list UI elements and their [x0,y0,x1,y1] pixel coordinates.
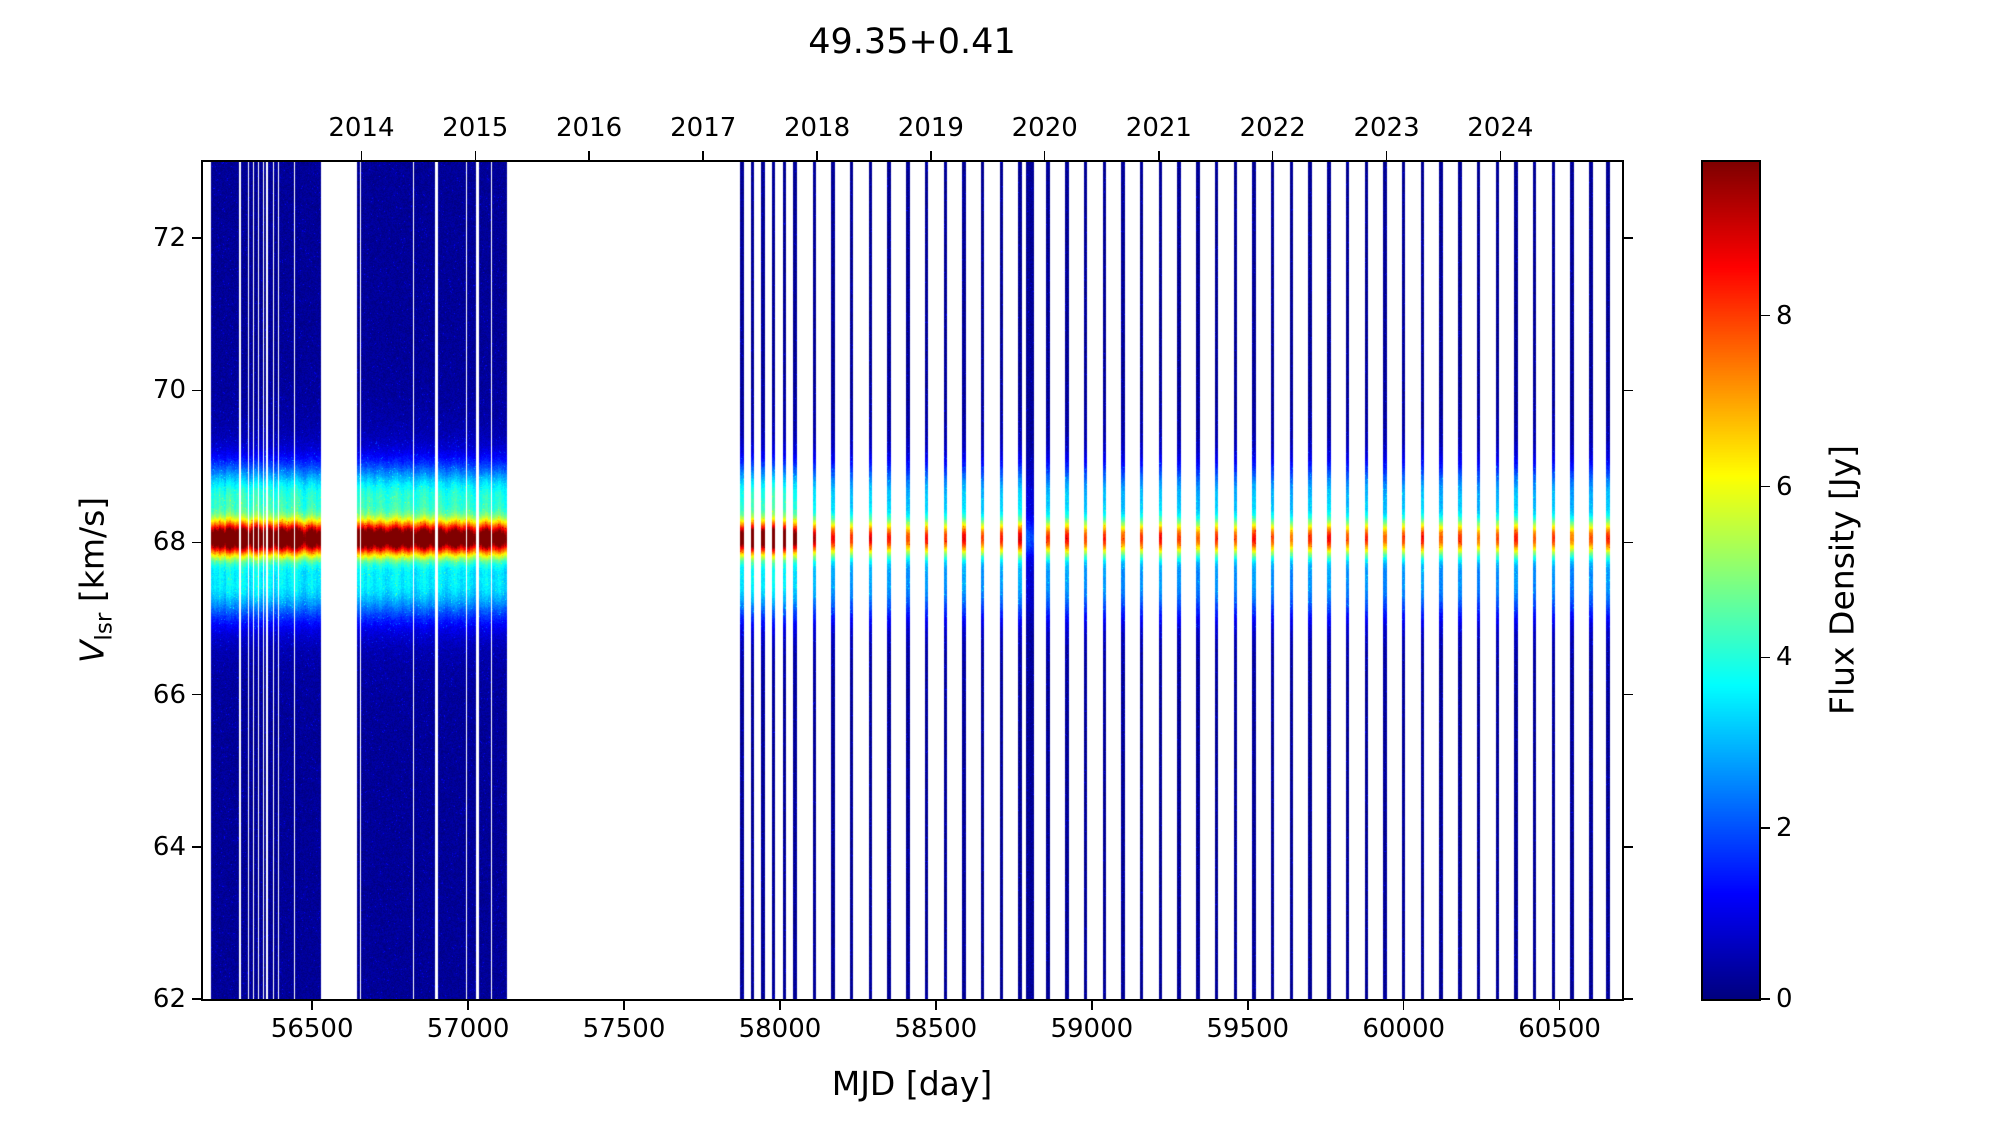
y-right-tick [1624,389,1633,392]
x-tick [623,1001,625,1010]
y-tick [192,998,201,1000]
year-tick [588,151,590,160]
year-tick-label: 2023 [1353,113,1420,143]
y-tick [192,389,201,392]
y-tick [192,541,201,544]
y-tick [192,237,201,239]
year-tick-label: 2018 [783,113,851,143]
y-tick [192,693,201,696]
y-tick [192,846,201,848]
x-tick [935,1001,937,1010]
x-tick-label: 58500 [894,1014,978,1044]
x-tick [311,1001,313,1010]
year-tick-label: 2016 [555,113,623,143]
x-tick-label: 58000 [738,1014,822,1044]
x-tick-label: 59500 [1206,1014,1290,1044]
y-right-tick [1624,998,1633,1000]
x-tick [1091,1001,1093,1010]
year-tick [1385,151,1388,160]
x-tick-label: 59000 [1050,1014,1134,1044]
y-tick-label: 70 [152,375,186,406]
y-tick-label: 68 [152,527,186,558]
year-tick-label: 2024 [1467,113,1534,143]
colorbar-tick-label: 2 [1776,813,1793,844]
year-tick-label: 2017 [670,113,737,143]
colorbar-tick-label: 4 [1776,642,1793,673]
y-right-tick [1624,846,1633,848]
x-axis-label: MJD [day] [831,1064,993,1103]
x-tick-label: 56500 [270,1014,354,1044]
year-tick [474,151,476,160]
colorbar-tick [1761,656,1770,659]
colorbar-tick [1761,485,1770,488]
year-tick [360,151,363,160]
x-tick [1558,1001,1561,1010]
colorbar-tick [1761,314,1770,317]
year-tick [1158,151,1160,160]
chart-title: 49.35+0.41 [808,22,1016,62]
year-tick [930,151,932,160]
x-tick-label: 60000 [1362,1014,1446,1044]
y-right-tick [1624,541,1633,544]
colorbar-tick-label: 0 [1776,984,1793,1014]
y-tick-label: 64 [152,831,186,862]
colorbar-canvas [1703,162,1759,999]
year-tick-label: 2020 [1011,113,1078,143]
x-tick-label: 60500 [1518,1014,1601,1044]
year-tick-label: 2014 [328,113,395,143]
x-tick [779,1001,781,1010]
year-tick [1043,151,1046,160]
year-tick [1271,151,1274,160]
y-tick-label: 66 [152,679,186,710]
x-tick-label: 57000 [426,1014,510,1044]
year-tick [702,151,704,160]
year-tick-label: 2021 [1125,113,1192,143]
y-axis-label-subscript: lsr [91,612,118,641]
y-right-tick [1624,237,1633,239]
y-tick-label: 62 [152,984,186,1014]
y-tick-label: 72 [152,223,186,254]
x-tick-label: 57500 [582,1014,666,1044]
colorbar-tick [1761,998,1770,1000]
y-right-tick [1624,693,1633,696]
x-tick [467,1001,469,1010]
year-tick [816,151,818,160]
colorbar-tick-label: 6 [1776,471,1793,502]
x-tick [1402,1001,1405,1010]
year-tick-label: 2022 [1239,113,1306,143]
y-axis-label-symbol: V [72,640,112,664]
heatmap-canvas [203,162,1622,999]
year-tick [1499,151,1502,160]
x-tick [1247,1001,1249,1010]
y-axis-label: Vlsr [km/s] [73,497,118,663]
colorbar-tick [1761,827,1770,829]
colorbar-tick-label: 8 [1776,300,1793,331]
year-tick-label: 2015 [442,113,509,143]
year-tick-label: 2019 [897,113,964,143]
